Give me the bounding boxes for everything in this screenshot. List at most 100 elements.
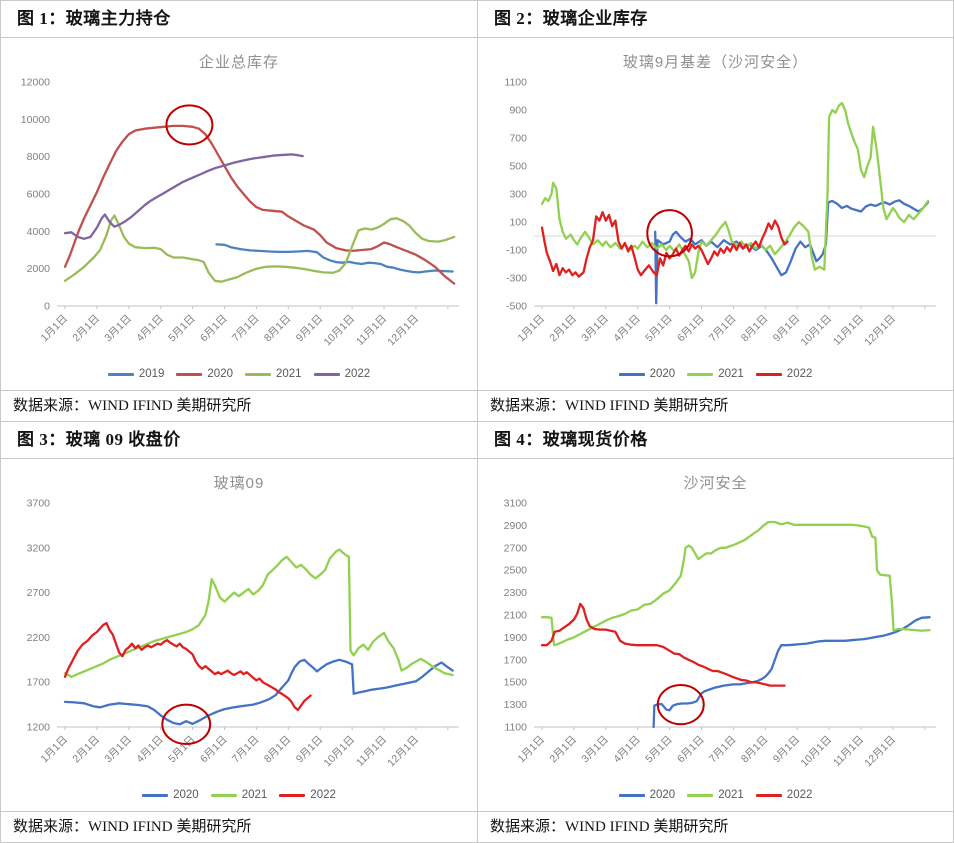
svg-text:2500: 2500 <box>503 565 527 577</box>
svg-text:11月1日: 11月1日 <box>830 313 865 348</box>
legend-swatch <box>279 793 306 797</box>
svg-text:-100: -100 <box>505 245 526 257</box>
figure-1-title: 企业总库存 <box>198 54 279 71</box>
legend-item-2021: 2021 <box>687 789 744 801</box>
legend-item-2020: 2020 <box>618 368 675 380</box>
svg-text:1900: 1900 <box>503 632 527 644</box>
svg-text:1月1日: 1月1日 <box>38 313 70 345</box>
legend-label: 2020 <box>173 789 199 801</box>
y-axis-labels: 0 2000 4000 6000 8000 10000 12000 <box>21 77 50 313</box>
x-axis <box>57 726 459 730</box>
series-line-2020 <box>63 124 456 285</box>
legend-swatch <box>313 372 340 376</box>
report-row-top: 图 1：玻璃主力持仓 企业总库存 0 2000 4000 6000 8000 10000 1… <box>1 1 953 422</box>
y-axis-labels: 1200 1700 2200 2700 3200 3700 <box>27 498 51 734</box>
annotation-ellipse <box>165 104 214 146</box>
svg-text:-300: -300 <box>505 273 526 285</box>
svg-text:12月1日: 12月1日 <box>862 734 898 770</box>
svg-text:10月1日: 10月1日 <box>322 734 358 770</box>
series-line-2020 <box>653 199 929 305</box>
legend-label: 2021 <box>718 368 744 380</box>
legend-label: 2019 <box>138 368 165 380</box>
svg-text:10000: 10000 <box>21 114 50 126</box>
annotation-ellipse <box>645 209 693 258</box>
svg-text:10月1日: 10月1日 <box>322 313 358 349</box>
series-line-2022 <box>540 211 789 278</box>
annotation-ellipse <box>161 703 212 746</box>
figure-2-legend: 2020 2021 2022 <box>478 364 953 384</box>
svg-text:11月1日: 11月1日 <box>354 734 389 769</box>
svg-text:6月1日: 6月1日 <box>675 734 707 766</box>
figure-4-line-chart: 1100 1300 1500 1700 1900 2100 2300 2500 2700 2900… <box>503 498 936 770</box>
legend-item-2020: 2020 <box>176 368 233 380</box>
series-line-2021 <box>63 548 454 678</box>
series-line-2019 <box>215 243 454 274</box>
legend-label: 2022 <box>786 789 813 801</box>
svg-text:5月1日: 5月1日 <box>643 313 675 345</box>
svg-text:2100: 2100 <box>503 610 527 622</box>
figure-3-chart: 玻璃09 1200 1700 2200 2700 3200 3700 1月1日 2月1日 3月1… <box>1 459 477 811</box>
legend-item-2022: 2022 <box>279 789 336 801</box>
figure-4-source: 数据来源：WIND IFIND 美期研究所 <box>478 811 953 842</box>
legend-label: 2021 <box>718 789 744 801</box>
legend-item-2022: 2022 <box>313 368 370 380</box>
svg-text:1200: 1200 <box>27 722 51 734</box>
figure-2-header: 图 2：玻璃企业库存 <box>478 1 953 38</box>
series-line-2022 <box>540 602 786 687</box>
legend-swatch <box>176 372 203 376</box>
svg-text:8月1日: 8月1日 <box>738 313 770 345</box>
svg-text:3月1日: 3月1日 <box>102 734 134 766</box>
svg-text:6月1日: 6月1日 <box>198 313 230 345</box>
figure-1-chart: 企业总库存 0 2000 4000 6000 8000 10000 12000 1月1日 2月1… <box>1 38 477 390</box>
legend-swatch <box>755 372 782 376</box>
svg-text:1700: 1700 <box>27 677 51 689</box>
svg-text:2000: 2000 <box>27 263 51 275</box>
svg-text:2月1日: 2月1日 <box>547 734 579 766</box>
svg-text:3700: 3700 <box>27 498 51 510</box>
legend-swatch <box>618 372 645 376</box>
figure-3-line-chart: 1200 1700 2200 2700 3200 3700 1月1日 2月1日 3月1日 4月1日… <box>27 498 459 770</box>
legend-item-2022: 2022 <box>755 789 813 801</box>
legend-swatch <box>618 793 645 797</box>
svg-text:4月1日: 4月1日 <box>611 734 643 766</box>
svg-text:11月1日: 11月1日 <box>830 734 865 769</box>
figure-4-title: 沙河安全 <box>683 475 748 492</box>
figure-1-legend: 2019 2020 2021 2022 <box>1 364 477 384</box>
svg-text:2月1日: 2月1日 <box>70 734 102 766</box>
figure-4-chart: 沙河安全 1100 1300 1500 1700 1900 2100 2300 2500 270… <box>478 459 953 811</box>
svg-text:2月1日: 2月1日 <box>547 313 579 345</box>
svg-text:8月1日: 8月1日 <box>738 734 770 766</box>
figure-3-header: 图 3：玻璃 09 收盘价 <box>1 422 477 459</box>
svg-text:8月1日: 8月1日 <box>262 313 294 345</box>
svg-text:3100: 3100 <box>503 498 527 510</box>
svg-text:3月1日: 3月1日 <box>579 313 611 345</box>
figure-panel-4: 图 4：玻璃现货价格 沙河安全 1100 1300 1500 1700 1900 2100… <box>477 422 953 842</box>
svg-text:7月1日: 7月1日 <box>230 313 262 345</box>
legend-label: 2022 <box>786 368 813 380</box>
legend-label: 2020 <box>649 789 676 801</box>
report-row-bottom: 图 3：玻璃 09 收盘价 玻璃09 1200 1700 2200 2700 3200 3… <box>1 422 953 842</box>
series-line-2020 <box>651 616 931 729</box>
svg-text:3200: 3200 <box>27 542 51 554</box>
figure-1-header: 图 1：玻璃主力持仓 <box>1 1 477 38</box>
svg-text:300: 300 <box>509 189 527 201</box>
legend-swatch <box>687 372 714 376</box>
figure-2-line-chart: -500 -300 -100 100 300 500 700 900 1100 1月1日 2月1日 3… <box>504 77 936 349</box>
svg-text:10月1日: 10月1日 <box>798 313 834 349</box>
svg-text:4000: 4000 <box>27 226 51 238</box>
figure-3-title: 玻璃09 <box>213 475 265 492</box>
legend-item-2019: 2019 <box>107 368 165 380</box>
figure-4-legend: 2020 2021 2022 <box>478 785 953 805</box>
legend-item-2020: 2020 <box>618 789 676 801</box>
svg-text:5月1日: 5月1日 <box>166 313 198 345</box>
svg-text:11月1日: 11月1日 <box>354 313 389 348</box>
legend-item-2022: 2022 <box>755 368 813 380</box>
figure-panel-2: 图 2：玻璃企业库存 玻璃9月基差（沙河安全） -500 -300 -100 100 3… <box>477 1 953 422</box>
figure-1-line-chart: 0 2000 4000 6000 8000 10000 12000 1月1日 2月1日 3月1日 4… <box>21 77 459 349</box>
x-axis-labels: 1月1日 2月1日 3月1日 4月1日 5月1日 6月1日 7月1日 8月1日 9月1日10月1… <box>515 313 898 349</box>
figure-3-legend: 2020 2021 2022 <box>1 785 477 805</box>
svg-text:6月1日: 6月1日 <box>675 313 707 345</box>
svg-text:100: 100 <box>509 217 527 229</box>
annotation-ellipse <box>656 684 705 726</box>
